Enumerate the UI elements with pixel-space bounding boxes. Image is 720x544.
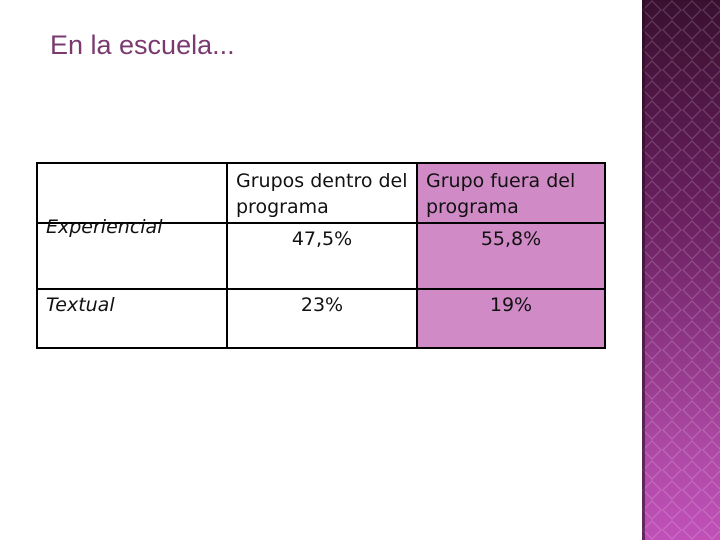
row-label-text: Experiencial bbox=[46, 216, 163, 238]
table-cell-textual-dentro: 23% bbox=[228, 290, 418, 347]
diamond-pattern-icon bbox=[642, 0, 720, 540]
row-label-text: Textual bbox=[46, 294, 115, 316]
results-table: Grupos dentro del programa Grupo fuera d… bbox=[36, 162, 606, 349]
table-corner-cell bbox=[38, 164, 228, 224]
table-cell-experiencial-fuera: 55,8% bbox=[418, 224, 604, 290]
table-header-grupo-fuera: Grupo fuera del programa bbox=[418, 164, 604, 224]
table-row-label-textual: Textual bbox=[38, 290, 228, 347]
side-band-edge bbox=[642, 0, 645, 540]
table-cell-experiencial-dentro: 47,5% bbox=[228, 224, 418, 290]
table-cell-textual-fuera: 19% bbox=[418, 290, 604, 347]
decorative-side-band bbox=[642, 0, 720, 540]
table-row-label-experiencial: Experiencial bbox=[38, 216, 228, 290]
slide-title: En la escuela... bbox=[50, 30, 235, 60]
table-header-grupos-dentro: Grupos dentro del programa bbox=[228, 164, 418, 224]
